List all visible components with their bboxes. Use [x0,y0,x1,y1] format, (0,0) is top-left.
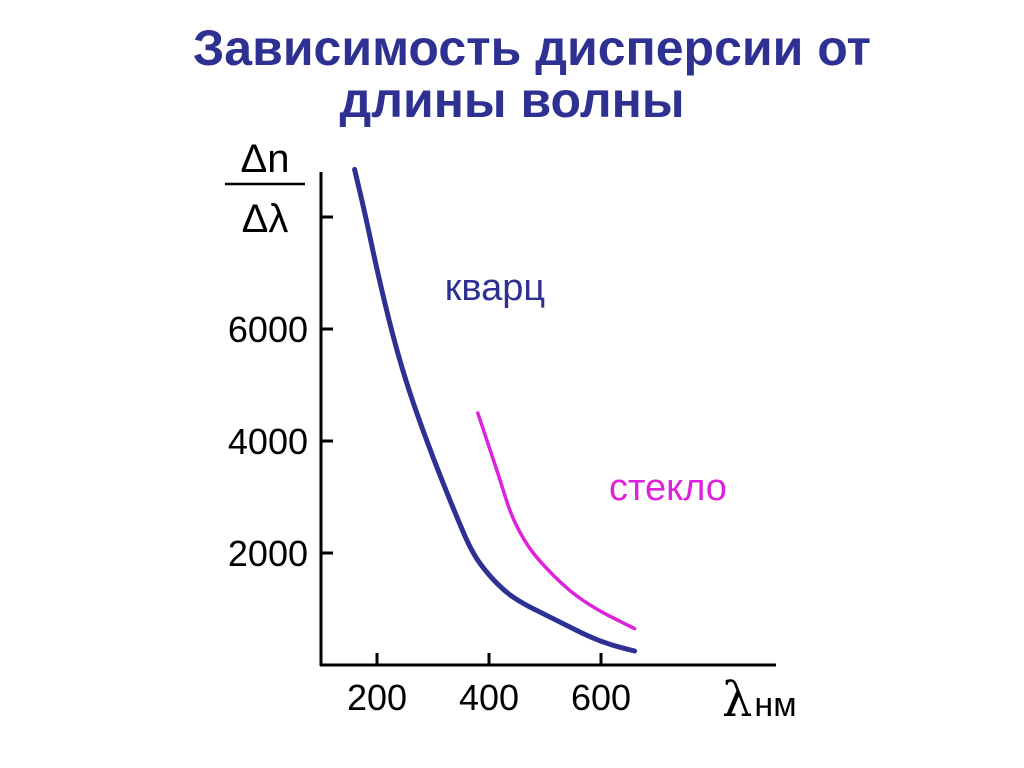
series-label-quartz: кварц [445,267,545,309]
y-tick-label: 4000 [228,421,308,462]
y-label-numerator: Δn [241,137,290,181]
page-title: Зависимость дисперсии от длины волны [0,22,1024,126]
y-label-denominator: Δλ [242,197,289,241]
title-line-1: Зависимость дисперсии от [192,20,872,76]
series-line-glass [476,411,637,631]
x-label-unit: нм [754,686,796,724]
x-tick-label: 600 [571,677,631,718]
y-tick-label: 2000 [228,533,308,574]
title-line-2: длины волны [339,72,685,128]
x-tick-label: 200 [347,677,407,718]
y-tick-label: 6000 [228,309,308,350]
series-label-glass: стекло [609,467,727,509]
x-tick-label: 400 [459,677,519,718]
x-label-symbol: λ [722,672,752,728]
x-label: λнм [722,672,797,728]
series-line-quartz [352,166,638,654]
